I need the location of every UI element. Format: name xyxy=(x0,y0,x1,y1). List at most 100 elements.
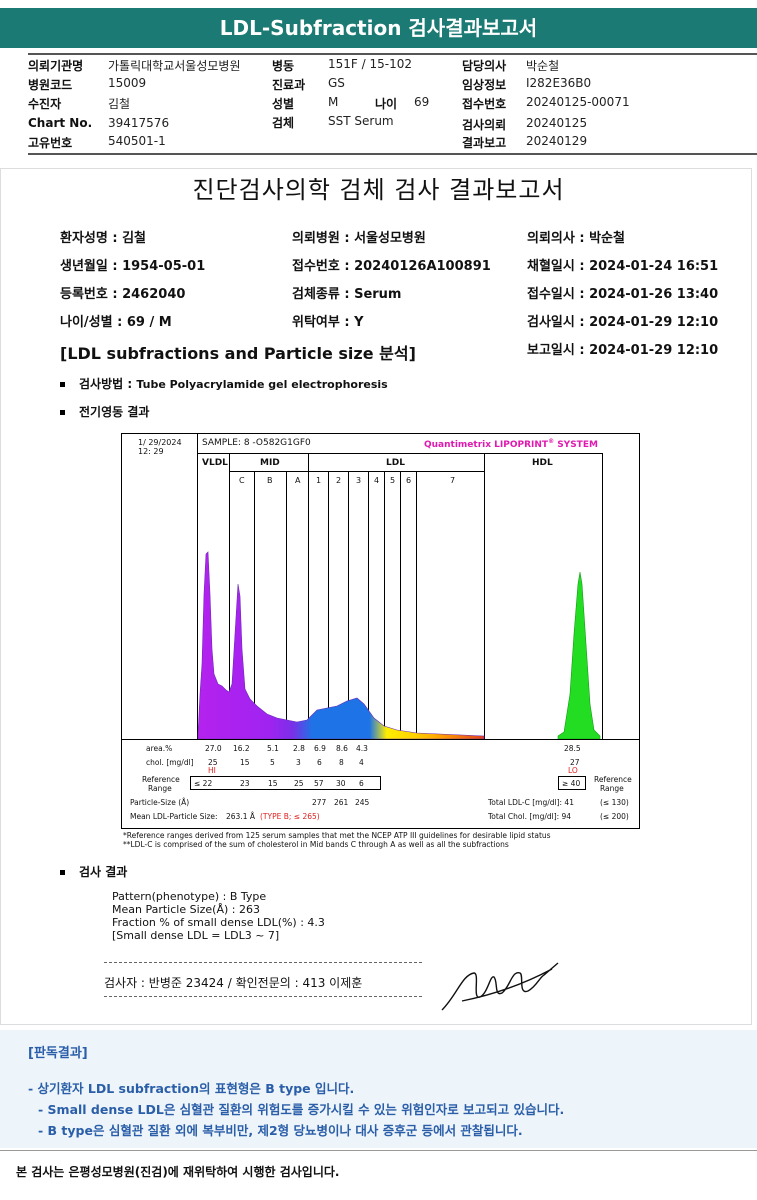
dashed-line xyxy=(104,996,422,997)
bullet-icon xyxy=(60,382,65,387)
result-line: [Small dense LDL = LDL3 ~ 7] xyxy=(112,929,280,942)
hi-flag: HI xyxy=(208,766,216,775)
band-label: A xyxy=(295,476,301,485)
patient-field: 위탁여부 : Y xyxy=(292,315,364,330)
total-chol-ref: (≤ 200) xyxy=(600,812,629,821)
info-value: 박순철 xyxy=(526,59,560,73)
examiner-line: 검사자 : 반병준 23424 / 확인전문의 : 413 이제훈 xyxy=(104,976,363,990)
patient-field: 접수일시 : 2024-01-26 13:40 xyxy=(527,287,719,302)
band-line xyxy=(328,472,329,739)
size-value: 245 xyxy=(355,798,370,807)
ref-value: 25 xyxy=(294,779,304,788)
group-divider xyxy=(484,453,485,739)
area-value: 8.6 xyxy=(336,744,348,753)
electro-heading: 전기영동 결과 xyxy=(79,405,150,419)
chart-header-line xyxy=(197,434,198,454)
patient-field: 접수번호 : 20240126A100891 xyxy=(292,259,491,274)
info-value: 20240125-00071 xyxy=(526,95,630,109)
result-heading: 검사 결과 xyxy=(79,865,128,879)
method-line: 검사방법 : Tube Polyacrylamide gel electroph… xyxy=(79,377,388,391)
info-label: 접수번호 xyxy=(462,97,507,111)
chol-value: 15 xyxy=(240,758,250,767)
reference-box xyxy=(190,776,381,790)
interp-line: - Small dense LDL은 심혈관 질환의 위험도를 증가시킬 수 있… xyxy=(38,1102,565,1117)
info-label: 고유번호 xyxy=(28,136,73,150)
group-divider xyxy=(229,453,230,739)
patient-field: 검사일시 : 2024-01-29 12:10 xyxy=(527,315,719,330)
ref-value: 6 xyxy=(359,779,364,788)
info-label: 병동 xyxy=(272,59,295,73)
patient-field: 생년월일 : 1954-05-01 xyxy=(60,259,206,274)
chol-value: 4 xyxy=(359,758,364,767)
band-line xyxy=(400,472,401,739)
band-label: 3 xyxy=(356,476,362,485)
chart-time: 12: 29 xyxy=(138,447,164,456)
band-header-line xyxy=(229,471,484,472)
patient-field: 보고일시 : 2024-01-29 12:10 xyxy=(527,343,719,358)
ref-label: Reference xyxy=(594,775,632,784)
chol-value: 3 xyxy=(296,758,301,767)
ref-value: 57 xyxy=(314,779,324,788)
chart-baseline xyxy=(122,739,639,740)
area-value: 28.5 xyxy=(564,744,581,753)
chart-header-line xyxy=(197,453,602,454)
band-label: 6 xyxy=(406,476,412,485)
info-label: 검체 xyxy=(272,116,295,130)
info-value: 69 xyxy=(414,95,430,109)
area-value: 16.2 xyxy=(233,744,250,753)
group-label: HDL xyxy=(532,458,553,468)
interpretation-section xyxy=(0,1030,757,1148)
reference-box xyxy=(558,776,586,790)
band-line xyxy=(286,472,287,739)
info-value: 김철 xyxy=(108,97,131,111)
info-label: 담당의사 xyxy=(462,59,507,73)
info-label: 수진자 xyxy=(28,97,62,111)
info-value: SST Serum xyxy=(328,114,394,128)
interp-label: [판독결과] xyxy=(28,1046,88,1061)
info-label: 검사의뢰 xyxy=(462,118,507,132)
row-label: Particle-Size (Å) xyxy=(130,798,190,807)
group-divider xyxy=(197,453,198,739)
bullet-icon xyxy=(60,410,65,415)
band-line xyxy=(384,472,385,739)
info-value: I282E36B0 xyxy=(526,76,592,90)
info-label: 병원코드 xyxy=(28,78,73,92)
band-label: 1 xyxy=(316,476,322,485)
report-header: LDL-Subfraction 검사결과보고서 xyxy=(0,8,757,48)
analysis-subtitle: [LDL subfractions and Particle size 분석] xyxy=(60,344,416,363)
mean-size: 263.1 Å xyxy=(226,812,255,821)
info-label: 진료과 xyxy=(272,78,306,92)
group-divider xyxy=(602,453,603,739)
band-label: B xyxy=(267,476,273,485)
row-label: Reference xyxy=(142,775,180,784)
info-value: 15009 xyxy=(108,76,147,90)
info-value: 540501-1 xyxy=(108,134,166,148)
chol-value: 6 xyxy=(317,758,322,767)
area-value: 4.3 xyxy=(356,744,368,753)
chol-value: 5 xyxy=(270,758,275,767)
band-label: 7 xyxy=(450,476,456,485)
patient-field: 의뢰병원 : 서울성모병원 xyxy=(292,231,426,246)
area-value: 27.0 xyxy=(205,744,222,753)
chol-value: 8 xyxy=(339,758,344,767)
total-chol: Total Chol. [mg/dl]: 94 xyxy=(488,812,572,821)
result-line: Fraction % of small dense LDL(%) : 4.3 xyxy=(112,916,325,929)
lipoprotein-curve xyxy=(197,551,485,739)
dashed-line xyxy=(104,962,422,963)
total-ldl: Total LDL-C [mg/dl]: 41 xyxy=(488,798,574,807)
info-value: M xyxy=(328,95,339,109)
band-label: 2 xyxy=(336,476,342,485)
area-value: 6.9 xyxy=(314,744,326,753)
interp-line: - B type은 심혈관 질환 외에 복부비만, 제2형 당뇨병이나 대사 증… xyxy=(38,1123,523,1138)
group-label: MID xyxy=(260,458,280,468)
ref-value: ≥ 40 xyxy=(562,779,581,788)
area-value: 2.8 xyxy=(293,744,305,753)
info-value: 20240129 xyxy=(526,134,588,148)
ref-value: 30 xyxy=(336,779,346,788)
hdl-curve xyxy=(557,571,601,739)
row-label: area.% xyxy=(146,744,173,753)
chol-value: 25 xyxy=(208,758,218,767)
group-label: VLDL xyxy=(202,458,228,468)
info-value: 151F / 15-102 xyxy=(328,57,412,71)
info-label: 임상정보 xyxy=(462,78,507,92)
